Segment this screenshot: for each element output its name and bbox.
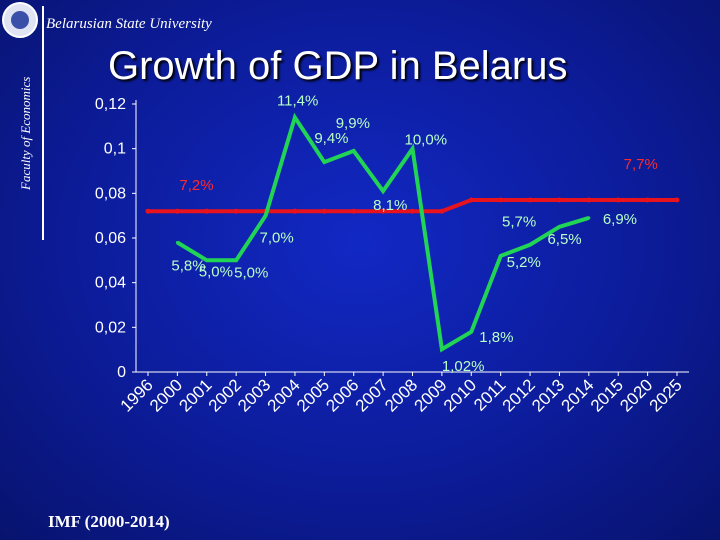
y-tick-label: 0,06 (95, 230, 126, 247)
actual-point-marker (293, 115, 297, 119)
slide-title: Growth of GDP in Belarus (108, 44, 568, 88)
logo-emblem (11, 11, 29, 29)
x-tick-label: 2011 (470, 375, 509, 414)
x-tick-label: 2013 (528, 375, 568, 415)
trend-point-marker (292, 208, 298, 214)
data-label: 7,7% (624, 156, 658, 173)
data-label: 8,1% (373, 197, 407, 214)
actual-point-marker (381, 189, 385, 193)
data-label: 6,9% (603, 211, 637, 228)
data-label: 5,2% (507, 254, 541, 271)
actual-point-marker (469, 330, 473, 334)
header-divider (42, 6, 44, 240)
trend-point-marker (615, 197, 621, 203)
data-label: 5,7% (502, 214, 536, 231)
data-label: 5,0% (199, 263, 233, 280)
data-label: 7,2% (179, 177, 213, 194)
x-tick-label: 2025 (646, 375, 686, 415)
x-tick-label: 2002 (205, 375, 245, 415)
x-tick-label: 2003 (234, 375, 274, 415)
trend-point-marker (527, 197, 533, 203)
trend-point-marker (145, 208, 151, 214)
data-label: 1,8% (479, 329, 513, 346)
actual-point-marker (499, 254, 503, 258)
x-tick-label: 2007 (352, 375, 392, 415)
actual-point-marker (587, 216, 591, 220)
trend-point-marker (410, 208, 415, 214)
data-label: 1,02% (442, 358, 485, 375)
actual-point-marker (440, 347, 444, 351)
trend-point-marker (586, 197, 592, 203)
trend-point-marker (468, 197, 474, 203)
actual-point-marker (322, 160, 326, 164)
y-tick-label: 0,12 (95, 96, 126, 113)
x-tick-label: 2014 (557, 375, 597, 415)
x-tick-label: 2020 (616, 375, 656, 415)
trend-point-marker (380, 208, 386, 214)
trend-point-marker (233, 208, 239, 214)
x-tick-label: 2015 (587, 375, 627, 415)
actual-point-marker (175, 240, 179, 244)
actual-point-marker (234, 258, 238, 262)
data-label: 5,8% (171, 257, 205, 274)
x-tick-label: 2004 (264, 375, 304, 415)
actual-point-marker (528, 243, 532, 247)
data-source: IMF (2000-2014) (48, 512, 170, 531)
y-tick-label: 0,02 (95, 319, 126, 336)
actual-point-marker (205, 258, 209, 262)
trend-point-marker (498, 197, 504, 203)
data-label: 6,5% (547, 231, 581, 248)
data-label: 9,9% (336, 115, 370, 132)
trend-point-marker (556, 197, 562, 203)
x-tick-label: 2001 (175, 375, 215, 415)
trend-point-marker (439, 208, 445, 214)
university-name: Belarusian State University (46, 16, 212, 32)
actual-point-marker (352, 149, 356, 153)
actual-point-marker (557, 225, 561, 229)
data-label: 7,0% (260, 230, 294, 247)
y-tick-label: 0,08 (95, 185, 126, 202)
x-tick-label: 2010 (440, 375, 480, 415)
y-tick-label: 0 (117, 364, 126, 381)
data-label: 11,4% (277, 92, 318, 109)
university-logo-icon (2, 2, 38, 38)
actual-point-marker (411, 147, 414, 151)
trend-point-marker (645, 197, 651, 203)
y-tick-label: 0,04 (95, 275, 126, 292)
x-tick-label: 2012 (499, 375, 539, 415)
x-tick-label: 2000 (146, 375, 186, 415)
actual-point-marker (264, 214, 268, 218)
trend-point-marker (351, 208, 357, 214)
x-tick-label: 2009 (411, 375, 451, 415)
trend-point-marker (674, 197, 680, 203)
x-tick-label: 2006 (322, 375, 362, 415)
x-tick-label: 2008 (381, 375, 421, 415)
trend-point-marker (174, 208, 180, 214)
series-line-actual (176, 112, 590, 353)
trend-point-marker (321, 208, 327, 214)
x-tick-label: 1996 (117, 375, 157, 415)
data-label: 5,0% (234, 264, 268, 281)
y-tick-label: 0,1 (104, 141, 126, 158)
data-label: 9,4% (314, 130, 348, 147)
trend-point-marker (204, 208, 210, 214)
x-tick-label: 2005 (293, 375, 333, 415)
data-label: 10,0% (405, 132, 448, 149)
